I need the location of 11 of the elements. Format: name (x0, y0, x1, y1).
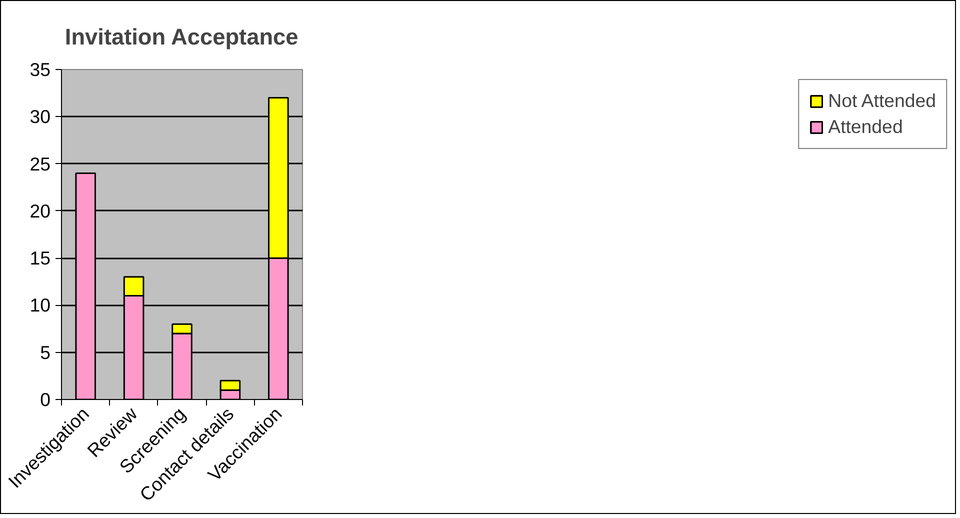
y-tick-label: 25 (30, 153, 51, 174)
legend-label: Attended (828, 116, 903, 138)
y-tick-label: 20 (30, 200, 51, 222)
y-tick-label: 30 (30, 106, 51, 128)
chart-title: Invitation Acceptance (64, 24, 298, 50)
y-tick-label: 5 (40, 342, 51, 363)
legend-label: Not Attended (828, 90, 936, 112)
y-tick-label: 10 (30, 294, 51, 316)
y-tick-label: 0 (40, 389, 51, 410)
y-tick-label: 35 (30, 59, 51, 80)
y-tick-label: 15 (30, 248, 51, 269)
